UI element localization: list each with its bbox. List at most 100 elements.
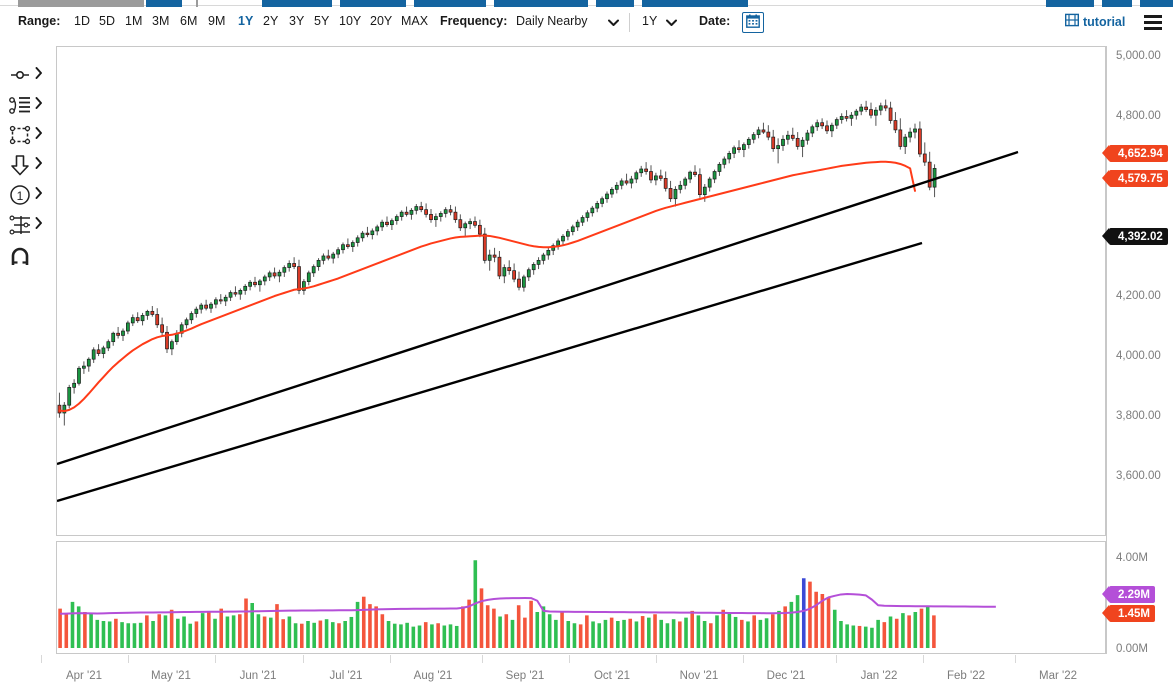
range-button-5d[interactable]: 5D [99, 14, 115, 28]
volume-average-tag: 2.29M [1102, 586, 1155, 603]
expand-chevron-right-icon[interactable] [35, 186, 43, 204]
svg-text:1: 1 [17, 189, 24, 203]
nav-tab-0[interactable] [18, 0, 144, 7]
numbered-circle-icon: 1 [8, 183, 32, 207]
line-tool[interactable] [8, 60, 52, 90]
price-axis-tick: 3,600.00 [1116, 470, 1161, 482]
range-button-max[interactable]: MAX [401, 14, 429, 28]
expand-chevron-right-icon[interactable] [35, 156, 43, 174]
nav-tab-10[interactable] [1046, 0, 1094, 7]
range-button-3m[interactable]: 3M [152, 14, 170, 28]
down-arrow-icon [8, 153, 32, 177]
price-chart-canvas[interactable] [57, 47, 1105, 535]
nav-tab-11[interactable] [1102, 0, 1132, 7]
magnet-icon [8, 245, 32, 269]
range-button-9m[interactable]: 9M [208, 14, 226, 28]
tag-value: 2.29M [1118, 588, 1150, 601]
nav-tab-4[interactable] [340, 0, 406, 7]
period-chevron-down-icon[interactable] [666, 19, 677, 27]
calendar-button[interactable] [742, 12, 764, 33]
price-axis-tick: 5,000.00 [1116, 50, 1161, 62]
frequency-chevron-down-icon[interactable] [608, 19, 619, 27]
date-axis-tick: Feb '22 [947, 670, 985, 682]
marker-tool[interactable]: 1 [8, 180, 52, 210]
date-axis-tick-mark [128, 655, 129, 663]
date-axis-tick-mark [41, 655, 42, 663]
annotation-tool[interactable] [8, 90, 52, 120]
line-segment-icon [8, 63, 32, 87]
rectangle-icon [8, 123, 32, 147]
date-axis-tick: Aug '21 [413, 670, 453, 682]
tag-value: 1.45M [1118, 607, 1150, 620]
hamburger-icon[interactable] [1144, 15, 1162, 30]
date-axis-tick: Jul '21 [329, 670, 363, 682]
nav-tab-2[interactable] [196, 0, 198, 7]
volume-chart-canvas[interactable] [57, 542, 1105, 653]
date-axis-tick-mark [836, 655, 837, 663]
axis-separator [1106, 46, 1107, 654]
drawing-tools-rail: 1 [0, 44, 52, 544]
date-axis-tick: Apr '21 [65, 670, 103, 682]
date-axis-tick-mark [482, 655, 483, 663]
last-price-tag: 4,652.94 [1102, 145, 1168, 162]
expand-chevron-right-icon[interactable] [35, 96, 43, 114]
shape-tool[interactable] [8, 120, 52, 150]
volume-axis-tick: 0.00M [1116, 643, 1148, 655]
nav-tab-8[interactable] [642, 0, 748, 7]
range-button-3y[interactable]: 3Y [289, 14, 305, 28]
arrow-tool[interactable] [8, 150, 52, 180]
price-chart-panel[interactable] [56, 46, 1106, 536]
range-button-6m[interactable]: 6M [180, 14, 198, 28]
range-button-1y[interactable]: 1Y [238, 14, 254, 28]
frequency-value[interactable]: Daily Nearby [516, 14, 588, 28]
date-axis-tick-mark [303, 655, 304, 663]
measure-tool[interactable] [8, 210, 52, 240]
moving-average-tag: 4,579.75 [1102, 170, 1168, 187]
volume-chart-panel[interactable] [56, 541, 1106, 654]
nav-tab-5[interactable] [414, 0, 486, 7]
range-button-5y[interactable]: 5Y [314, 14, 330, 28]
range-button-1m[interactable]: 1M [125, 14, 143, 28]
film-icon [1064, 13, 1080, 30]
volume-axis-tick: 4.00M [1116, 552, 1148, 564]
tutorial-button[interactable]: tutorial [1064, 13, 1125, 30]
range-button-2y[interactable]: 2Y [263, 14, 279, 28]
range-button-10y[interactable]: 10Y [339, 14, 362, 28]
nav-tab-12[interactable] [1140, 0, 1173, 7]
frequency-label: Frequency: [440, 14, 508, 28]
fib-levels-icon [8, 213, 32, 237]
date-axis-tick-mark [569, 655, 570, 663]
expand-chevron-right-icon[interactable] [35, 216, 43, 234]
date-axis-tick: May '21 [151, 670, 191, 682]
nav-tab-7[interactable] [596, 0, 634, 7]
tag-value: 4,579.75 [1118, 172, 1163, 185]
range-button-1d[interactable]: 1D [74, 14, 90, 28]
nav-tab-6[interactable] [494, 0, 588, 7]
nav-tab-1[interactable] [146, 0, 182, 7]
date-axis-tick-mark [656, 655, 657, 663]
date-axis-tick: Sep '21 [505, 670, 545, 682]
nav-tab-3[interactable] [262, 0, 332, 7]
date-axis-tick: Nov '21 [679, 670, 719, 682]
range-button-20y[interactable]: 20Y [370, 14, 393, 28]
date-axis-tick: Jun '21 [239, 670, 277, 682]
date-axis-tick-mark [390, 655, 391, 663]
top-nav-strip [0, 0, 1173, 7]
expand-chevron-right-icon[interactable] [35, 126, 43, 144]
expand-chevron-right-icon[interactable] [35, 66, 43, 84]
date-label: Date: [699, 14, 731, 28]
annotation-icon [8, 93, 32, 117]
date-axis-tick-mark [743, 655, 744, 663]
range-label: Range: [18, 14, 61, 28]
date-axis-tick: Oct '21 [593, 670, 631, 682]
date-axis-tick: Jan '22 [860, 670, 898, 682]
magnet-tool[interactable] [8, 242, 52, 272]
toolbar-divider [629, 13, 630, 32]
date-axis-tick: Mar '22 [1039, 670, 1077, 682]
price-axis-tick: 4,800.00 [1116, 110, 1161, 122]
price-axis-tick: 3,800.00 [1116, 410, 1161, 422]
tag-value: 4,652.94 [1118, 147, 1163, 160]
period-value[interactable]: 1Y [642, 14, 658, 28]
calendar-icon [746, 14, 760, 31]
